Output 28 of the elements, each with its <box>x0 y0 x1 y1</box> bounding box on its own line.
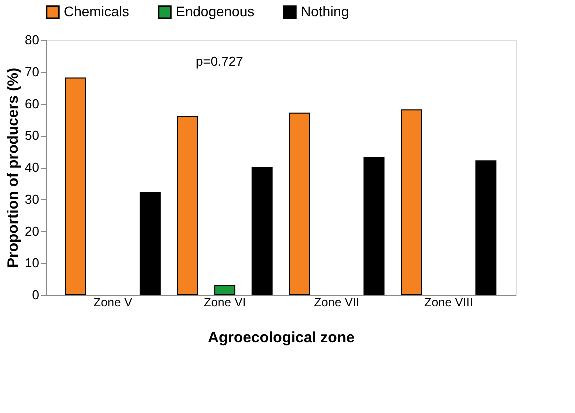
annotation: p=0.727 <box>196 54 244 69</box>
x-tick-label: Zone VIII <box>424 296 474 310</box>
bar <box>214 284 236 296</box>
y-tick-label: 70 <box>25 64 40 80</box>
legend-label: Endogenous <box>176 3 255 20</box>
y-tick-label: 60 <box>25 96 40 112</box>
legend-label: Chemicals <box>64 3 130 20</box>
x-tick-label: Zone V <box>94 296 132 310</box>
bar <box>140 192 161 296</box>
bar <box>252 167 273 296</box>
y-tick-label: 30 <box>25 192 40 207</box>
y-tick-label: 0 <box>32 288 40 302</box>
x-tick-label: Zone VII <box>314 296 360 310</box>
x-axis-title: Agroecological zone <box>208 330 355 346</box>
y-axis-title: Proportion of producers (%) <box>5 68 22 268</box>
y-tick-label: 10 <box>25 256 40 271</box>
y-tick-label: 50 <box>25 128 40 144</box>
bar <box>65 78 86 296</box>
y-tick-label: 20 <box>25 224 40 239</box>
y-tick-label: 40 <box>25 160 40 175</box>
bar <box>289 112 310 296</box>
legend-label: Nothing <box>301 3 350 20</box>
bar <box>476 160 497 296</box>
y-tick-label: 80 <box>25 32 40 48</box>
bar <box>401 110 422 296</box>
bar <box>364 157 385 296</box>
bar <box>177 116 198 296</box>
x-tick-label: Zone VI <box>204 296 246 310</box>
